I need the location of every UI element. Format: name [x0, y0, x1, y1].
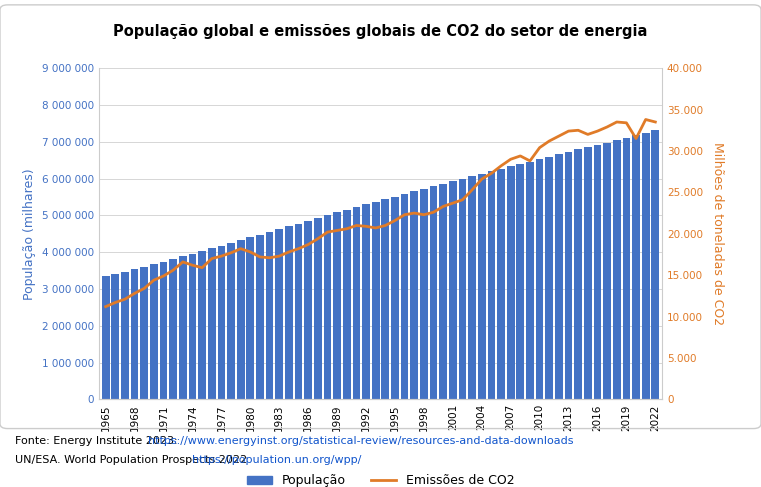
Bar [121, 272, 129, 399]
Bar [517, 164, 524, 399]
Bar [603, 143, 611, 399]
Bar [295, 224, 302, 399]
Bar [575, 150, 582, 399]
Bar [555, 154, 562, 399]
Bar [536, 159, 543, 399]
Bar [275, 229, 283, 399]
Bar [372, 202, 380, 399]
Bar [526, 162, 533, 399]
Bar [468, 176, 476, 399]
Bar [256, 235, 264, 399]
Bar [439, 184, 447, 399]
Bar [584, 147, 591, 399]
Bar [430, 186, 438, 399]
Bar [632, 135, 640, 399]
Text: Fonte: Energy Institute 2023:: Fonte: Energy Institute 2023: [15, 435, 181, 446]
Text: https://www.energyinst.org/statistical-review/resources-and-data-downloads: https://www.energyinst.org/statistical-r… [148, 435, 573, 446]
Bar [642, 132, 650, 399]
Bar [150, 264, 158, 399]
Bar [323, 215, 331, 399]
Bar [208, 248, 215, 399]
Bar [488, 171, 495, 399]
Bar [565, 152, 572, 399]
Bar [237, 240, 244, 399]
Bar [111, 274, 119, 399]
Bar [247, 237, 254, 399]
Bar [218, 245, 225, 399]
Bar [507, 167, 514, 399]
Text: https://population.un.org/wpp/: https://population.un.org/wpp/ [192, 455, 361, 465]
Bar [266, 232, 273, 399]
Bar [651, 130, 659, 399]
Bar [160, 262, 167, 399]
Bar [285, 226, 293, 399]
Bar [352, 207, 360, 399]
Text: População global e emissões globais de CO2 do setor de energia: População global e emissões globais de C… [113, 24, 648, 39]
Bar [362, 205, 370, 399]
Bar [449, 181, 457, 399]
Legend: População, Emissões de CO2: População, Emissões de CO2 [242, 469, 519, 487]
Bar [497, 169, 505, 399]
Bar [391, 197, 399, 399]
Bar [304, 221, 312, 399]
Bar [401, 194, 409, 399]
Bar [594, 145, 601, 399]
Bar [622, 138, 630, 399]
Bar [314, 218, 322, 399]
Text: UN/ESA. World Population Prospects 2022: UN/ESA. World Population Prospects 2022 [15, 455, 251, 465]
Bar [420, 189, 428, 399]
Bar [546, 157, 553, 399]
Bar [381, 199, 389, 399]
Bar [459, 179, 466, 399]
Bar [140, 267, 148, 399]
Bar [228, 243, 235, 399]
Bar [343, 210, 351, 399]
Bar [131, 269, 139, 399]
Bar [333, 212, 341, 399]
Y-axis label: Milhões de toneladas de CO2: Milhões de toneladas de CO2 [711, 142, 724, 325]
Bar [410, 191, 418, 399]
Bar [613, 140, 621, 399]
Y-axis label: População (milhares): População (milhares) [24, 168, 37, 300]
Bar [199, 251, 206, 399]
Bar [478, 174, 486, 399]
Bar [189, 254, 196, 399]
Bar [170, 259, 177, 399]
Bar [179, 257, 186, 399]
Bar [102, 277, 110, 399]
